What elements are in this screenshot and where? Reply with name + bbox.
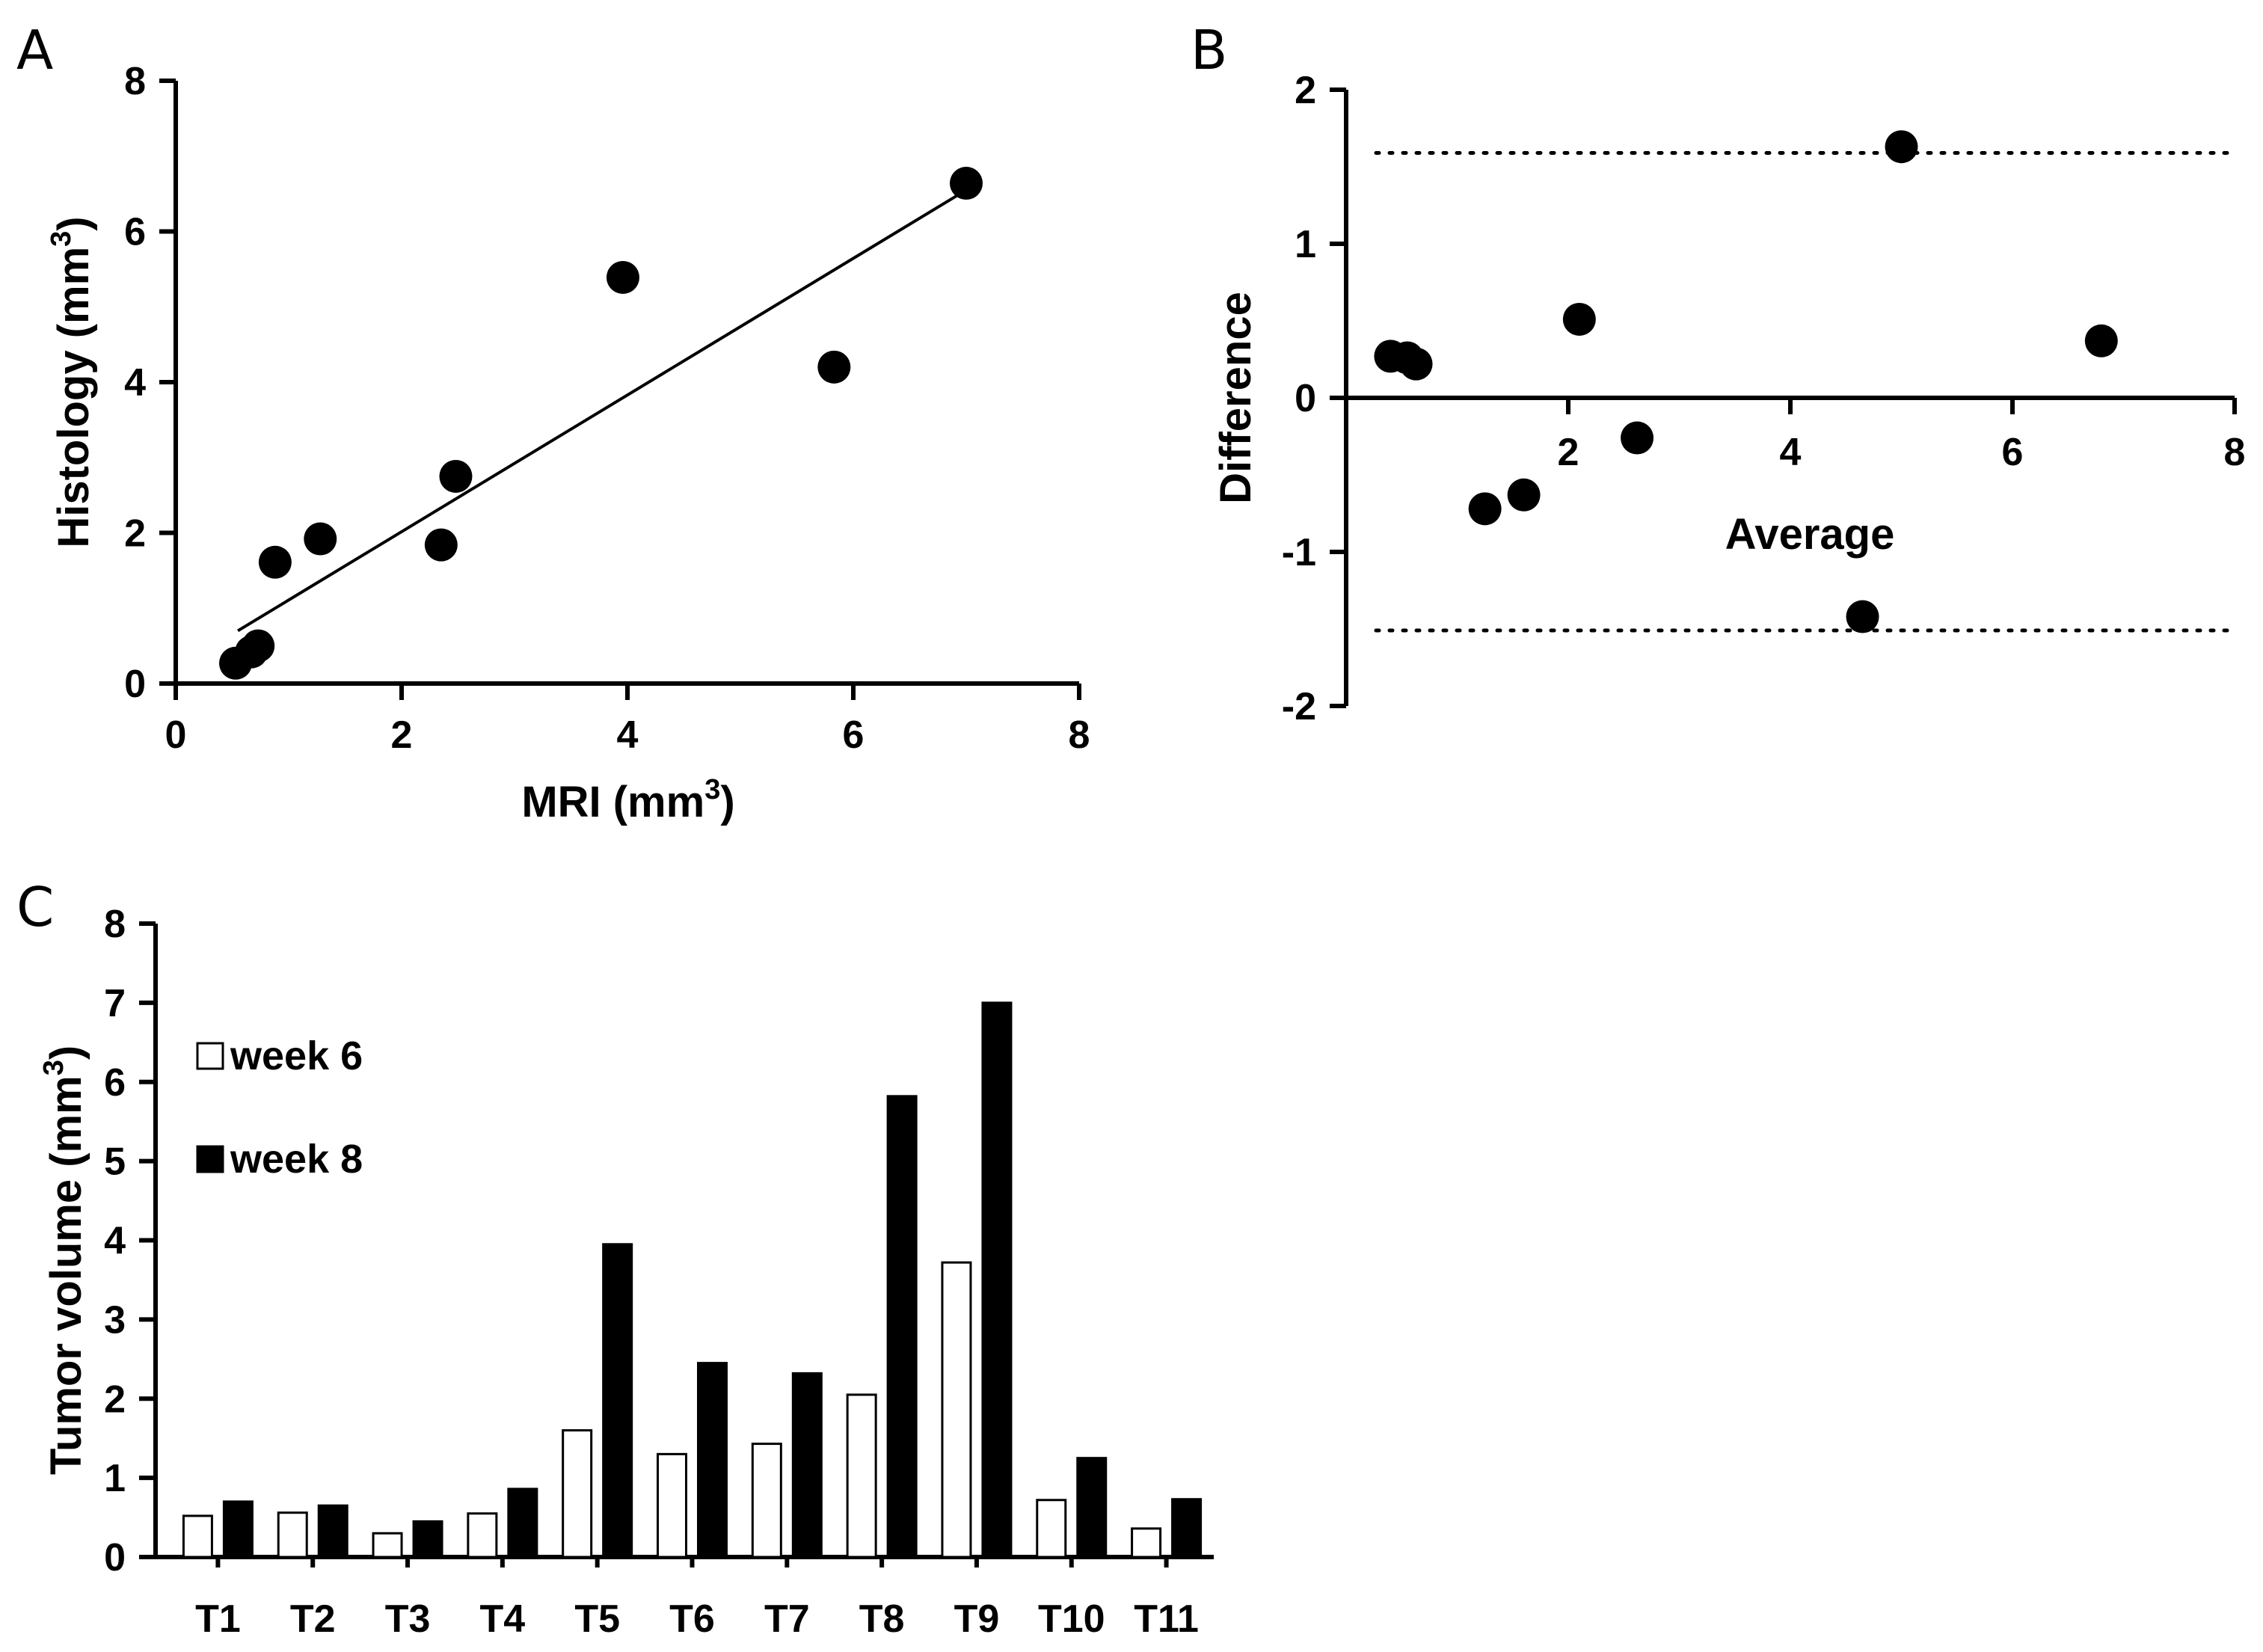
panel-c-y-tick-label: 1: [104, 1457, 126, 1500]
panel-a-data-point: [424, 528, 458, 562]
bar-t3-week-6: [372, 1532, 403, 1559]
panel-c-category-label: T5: [574, 1597, 620, 1641]
panel-b-data-point: [1399, 347, 1433, 381]
bar-t10-week-6: [1036, 1499, 1067, 1559]
panel-b-x-tick-label: 8: [2224, 431, 2246, 474]
bar-t6-week-8: [697, 1362, 728, 1559]
legend: week 6 week 8: [196, 1034, 363, 1182]
panel-b-data-point: [2084, 324, 2118, 357]
panel-a-x-title: MRI (mm3): [521, 774, 734, 826]
panel-a-data-point: [258, 545, 292, 579]
panel-c-category-label: T11: [1134, 1597, 1199, 1641]
panel-c-y-tick-label: 8: [104, 903, 126, 946]
panel-c: C 0 1 2 3 4 5 6 7 8 T1 T2 T3 T4 T5 T6 T7 T8 T9 T10 T11 Tum…: [16, 876, 1214, 1641]
panel-c-y-tick-label: 0: [104, 1536, 126, 1579]
panel-a: A 0 2 4 6 8 0 2 4 6 8 MRI (mm3) Histology (mm3): [16, 19, 1090, 826]
panel-c-category-label: T6: [669, 1597, 715, 1641]
bar-t1-week-6: [182, 1514, 213, 1559]
legend-swatch-week-6: [196, 1042, 224, 1070]
panel-b-x-title: Average: [1725, 510, 1895, 559]
panel-c-category-label: T1: [195, 1597, 241, 1641]
panel-b: B 2 4 6 8 -2 -1 0 1 2 Average Difference: [1191, 19, 2245, 728]
panel-a-regression-line: [237, 188, 968, 633]
bar-t9-week-8: [981, 1001, 1013, 1559]
bar-t5-week-6: [562, 1429, 593, 1559]
panel-a-y-tick-label: 0: [124, 663, 146, 706]
panel-b-data-point: [1468, 492, 1502, 526]
panel-a-y-tick-label: 6: [124, 211, 146, 254]
bar-t8-week-8: [886, 1095, 918, 1559]
panel-c-category-label: T4: [480, 1597, 526, 1641]
bar-t1-week-8: [222, 1500, 254, 1559]
bar-t8-week-6: [846, 1393, 877, 1559]
bar-t5-week-8: [602, 1243, 633, 1559]
panel-b-letter: B: [1191, 19, 1227, 82]
panel-c-y-tick-label: 5: [104, 1140, 126, 1184]
panel-a-data-point: [304, 522, 337, 556]
panel-b-data-point: [1562, 302, 1596, 336]
panel-a-y-tick-label: 2: [124, 512, 146, 556]
bar-t4-week-6: [467, 1512, 498, 1559]
panel-c-category-label: T9: [954, 1597, 1000, 1641]
panel-b-data-point: [1507, 478, 1541, 512]
bar-t2-week-8: [317, 1504, 348, 1559]
panel-a-data-point: [242, 629, 275, 663]
panel-b-y-tick-label: 1: [1295, 223, 1316, 266]
bar-t6-week-6: [657, 1452, 687, 1559]
panel-b-y-tick-label: 2: [1295, 69, 1316, 112]
panel-c-category-label: T7: [764, 1597, 810, 1641]
panel-b-x-tick-label: 2: [1558, 431, 1579, 474]
bar-t10-week-8: [1076, 1457, 1108, 1559]
panel-b-y-tick-label: -1: [1282, 531, 1316, 574]
panel-c-y-tick-label: 4: [104, 1220, 126, 1263]
bar-t11-week-8: [1171, 1498, 1203, 1559]
panel-a-x-tick-label: 2: [391, 713, 413, 757]
bar-t7-week-8: [791, 1372, 823, 1559]
bar-t9-week-6: [941, 1261, 972, 1559]
panel-c-y-tick-label: 3: [104, 1298, 126, 1342]
bar-t11-week-6: [1131, 1527, 1162, 1559]
bar-t3-week-8: [412, 1520, 443, 1559]
legend-label-week-8: week 8: [230, 1137, 363, 1182]
legend-label-week-6: week 6: [230, 1034, 363, 1078]
panel-c-y-title: Tumor volume (mm3): [38, 1045, 90, 1475]
panel-b-y-tick-label: 0: [1295, 377, 1316, 420]
panel-a-letter: A: [16, 19, 53, 82]
panel-a-data-point: [439, 459, 473, 493]
panel-c-letter: C: [16, 876, 54, 939]
bar-t7-week-6: [751, 1443, 782, 1559]
panel-c-y-tick-label: 6: [104, 1061, 126, 1105]
bar-t4-week-8: [507, 1487, 538, 1559]
panel-a-y-tick-label: 8: [124, 60, 146, 103]
panel-b-y-tick-label: -2: [1282, 685, 1316, 728]
panel-b-x-tick-label: 4: [1780, 431, 1802, 474]
panel-b-data-point: [1846, 600, 1879, 633]
panel-a-data-point: [817, 350, 851, 384]
panel-b-data-point: [1621, 421, 1654, 455]
panel-a-x-tick-label: 0: [165, 713, 187, 757]
panel-c-y-tick-label: 7: [104, 982, 126, 1025]
legend-swatch-week-8: [196, 1145, 224, 1173]
panel-a-data-point: [950, 167, 983, 200]
bar-t2-week-6: [277, 1511, 308, 1559]
panel-c-category-label: T10: [1038, 1597, 1105, 1641]
panel-b-x-tick-label: 6: [2002, 431, 2024, 474]
panel-a-x-tick-label: 8: [1069, 713, 1090, 757]
panel-a-data-point: [606, 260, 639, 294]
panel-c-category-label: T8: [859, 1597, 905, 1641]
panel-c-y-tick-label: 2: [104, 1378, 126, 1421]
panel-b-y-title: Difference: [1212, 292, 1260, 504]
panel-c-category-label: T2: [290, 1597, 336, 1641]
panel-c-category-label: T3: [385, 1597, 431, 1641]
panel-a-x-tick-label: 6: [843, 713, 865, 757]
panel-a-y-tick-label: 4: [124, 361, 146, 405]
panel-b-data-point: [1885, 130, 1918, 164]
panel-a-y-title: Histology (mm3): [46, 216, 98, 547]
panel-a-x-tick-label: 4: [617, 713, 639, 757]
